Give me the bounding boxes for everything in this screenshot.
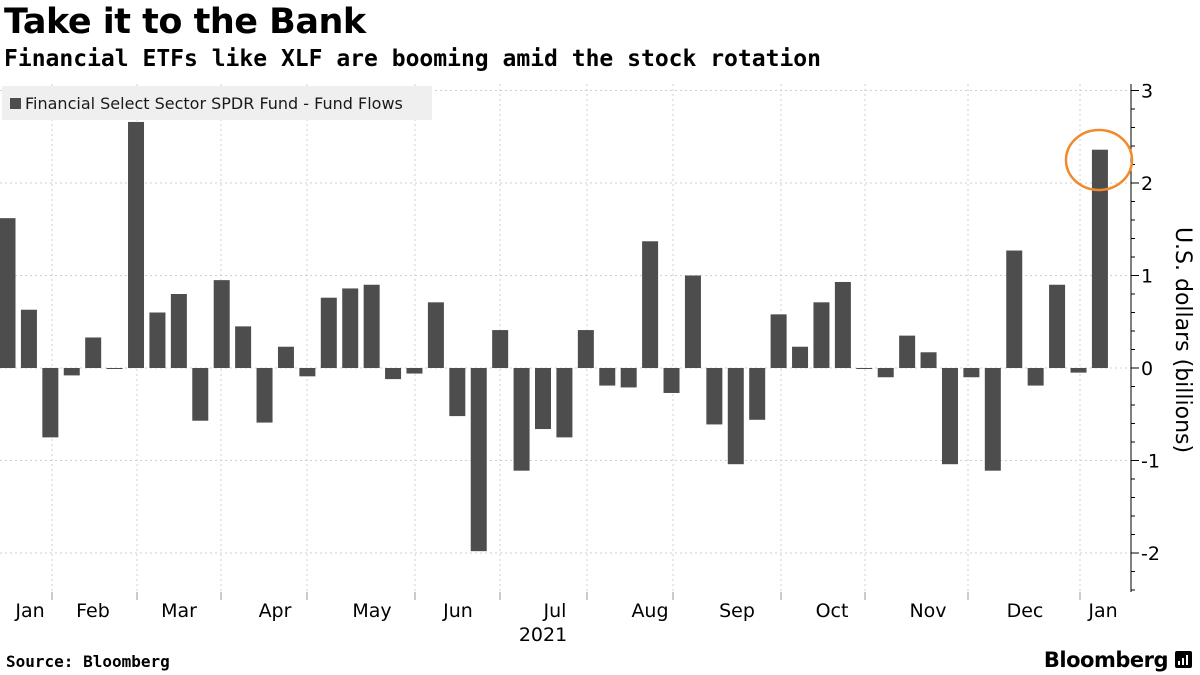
bar <box>320 297 337 368</box>
x-tick-label: Feb <box>76 600 110 622</box>
bar <box>899 335 916 368</box>
bar <box>941 368 958 465</box>
bar <box>513 368 530 471</box>
legend: Financial Select Sector SPDR Fund - Fund… <box>2 86 432 120</box>
chart-subtitle: Financial ETFs like XLF are booming amid… <box>4 46 821 72</box>
bar <box>620 368 637 388</box>
x-tick-label: May <box>352 600 391 622</box>
bar <box>128 121 145 368</box>
y-tick-label: 0 <box>1141 358 1153 380</box>
bar <box>449 368 466 417</box>
bar <box>470 368 487 552</box>
bar <box>256 368 273 423</box>
bar <box>556 368 573 438</box>
bar <box>85 337 102 368</box>
bar <box>1006 250 1023 368</box>
y-tick-label: 1 <box>1141 266 1153 288</box>
bar <box>920 352 937 368</box>
y-tick-label: -1 <box>1141 451 1160 473</box>
y-tick-label: -2 <box>1141 543 1160 565</box>
bar <box>599 368 616 386</box>
bar <box>792 346 809 368</box>
source-note: Source: Bloomberg <box>6 652 170 671</box>
bar <box>1049 284 1066 368</box>
bar <box>42 368 59 438</box>
x-axis-labels: Jan Feb Mar Apr May Jun Jul Aug Sep Oct Nov Dec Jan <box>14 600 1117 622</box>
bar <box>106 368 123 369</box>
x-tick-label: Mar <box>161 600 197 622</box>
y-axis: 3 2 1 0 -1 -2 <box>1130 81 1160 592</box>
bars <box>0 121 1108 552</box>
bar <box>406 368 423 374</box>
highlight-circle <box>1064 128 1134 192</box>
bar <box>170 294 187 368</box>
bar <box>535 368 551 430</box>
brand-logo-text: Bloomberg <box>1043 648 1169 672</box>
bar <box>834 281 851 368</box>
x-tick-label: Jan <box>1087 600 1117 622</box>
bar <box>856 368 873 369</box>
bar <box>642 241 659 368</box>
bar <box>684 275 701 368</box>
x-tick-label: Oct <box>816 600 849 622</box>
bar <box>492 330 509 368</box>
y-tick-label: 3 <box>1141 81 1153 103</box>
bar <box>749 368 766 420</box>
bar <box>299 368 316 377</box>
bar <box>363 284 380 368</box>
x-tick-label: Jan <box>14 600 44 622</box>
bar <box>0 218 16 368</box>
bar <box>813 302 830 368</box>
x-tick-label: Sep <box>719 600 755 622</box>
bar <box>213 280 230 368</box>
x-tick-label: Jun <box>442 600 473 622</box>
bar <box>577 330 594 368</box>
bar <box>427 302 444 368</box>
bar <box>727 368 744 465</box>
bar <box>192 368 209 421</box>
bar <box>20 309 37 368</box>
bar <box>1070 368 1087 373</box>
bar <box>149 312 166 368</box>
bar <box>770 314 787 368</box>
bar <box>1091 149 1108 368</box>
bar <box>663 368 680 393</box>
bar <box>342 288 359 368</box>
y-tick-label: 2 <box>1141 173 1153 195</box>
legend-label: Financial Select Sector SPDR Fund - Fund… <box>25 93 403 113</box>
legend-swatch <box>10 97 21 109</box>
bar <box>1027 368 1044 386</box>
bar <box>63 368 80 376</box>
x-tick-label: Jul <box>543 600 567 622</box>
y-axis-title: U.S. dollars (billions) <box>1170 227 1195 453</box>
bar <box>235 326 252 368</box>
bar <box>706 368 723 425</box>
bar <box>963 368 980 378</box>
bloomberg-icon <box>1175 651 1192 668</box>
chart-title: Take it to the Bank <box>4 2 366 42</box>
bar <box>984 368 1001 471</box>
bar <box>877 368 894 378</box>
x-tick-label: Apr <box>259 600 292 622</box>
gridlines <box>0 84 1131 600</box>
bar <box>277 346 294 368</box>
x-tick-label: Aug <box>631 600 668 622</box>
x-tick-label: Dec <box>1007 600 1044 622</box>
x-axis-year-label: 2021 <box>519 624 567 646</box>
bar <box>385 368 402 380</box>
x-tick-label: Nov <box>909 600 946 622</box>
